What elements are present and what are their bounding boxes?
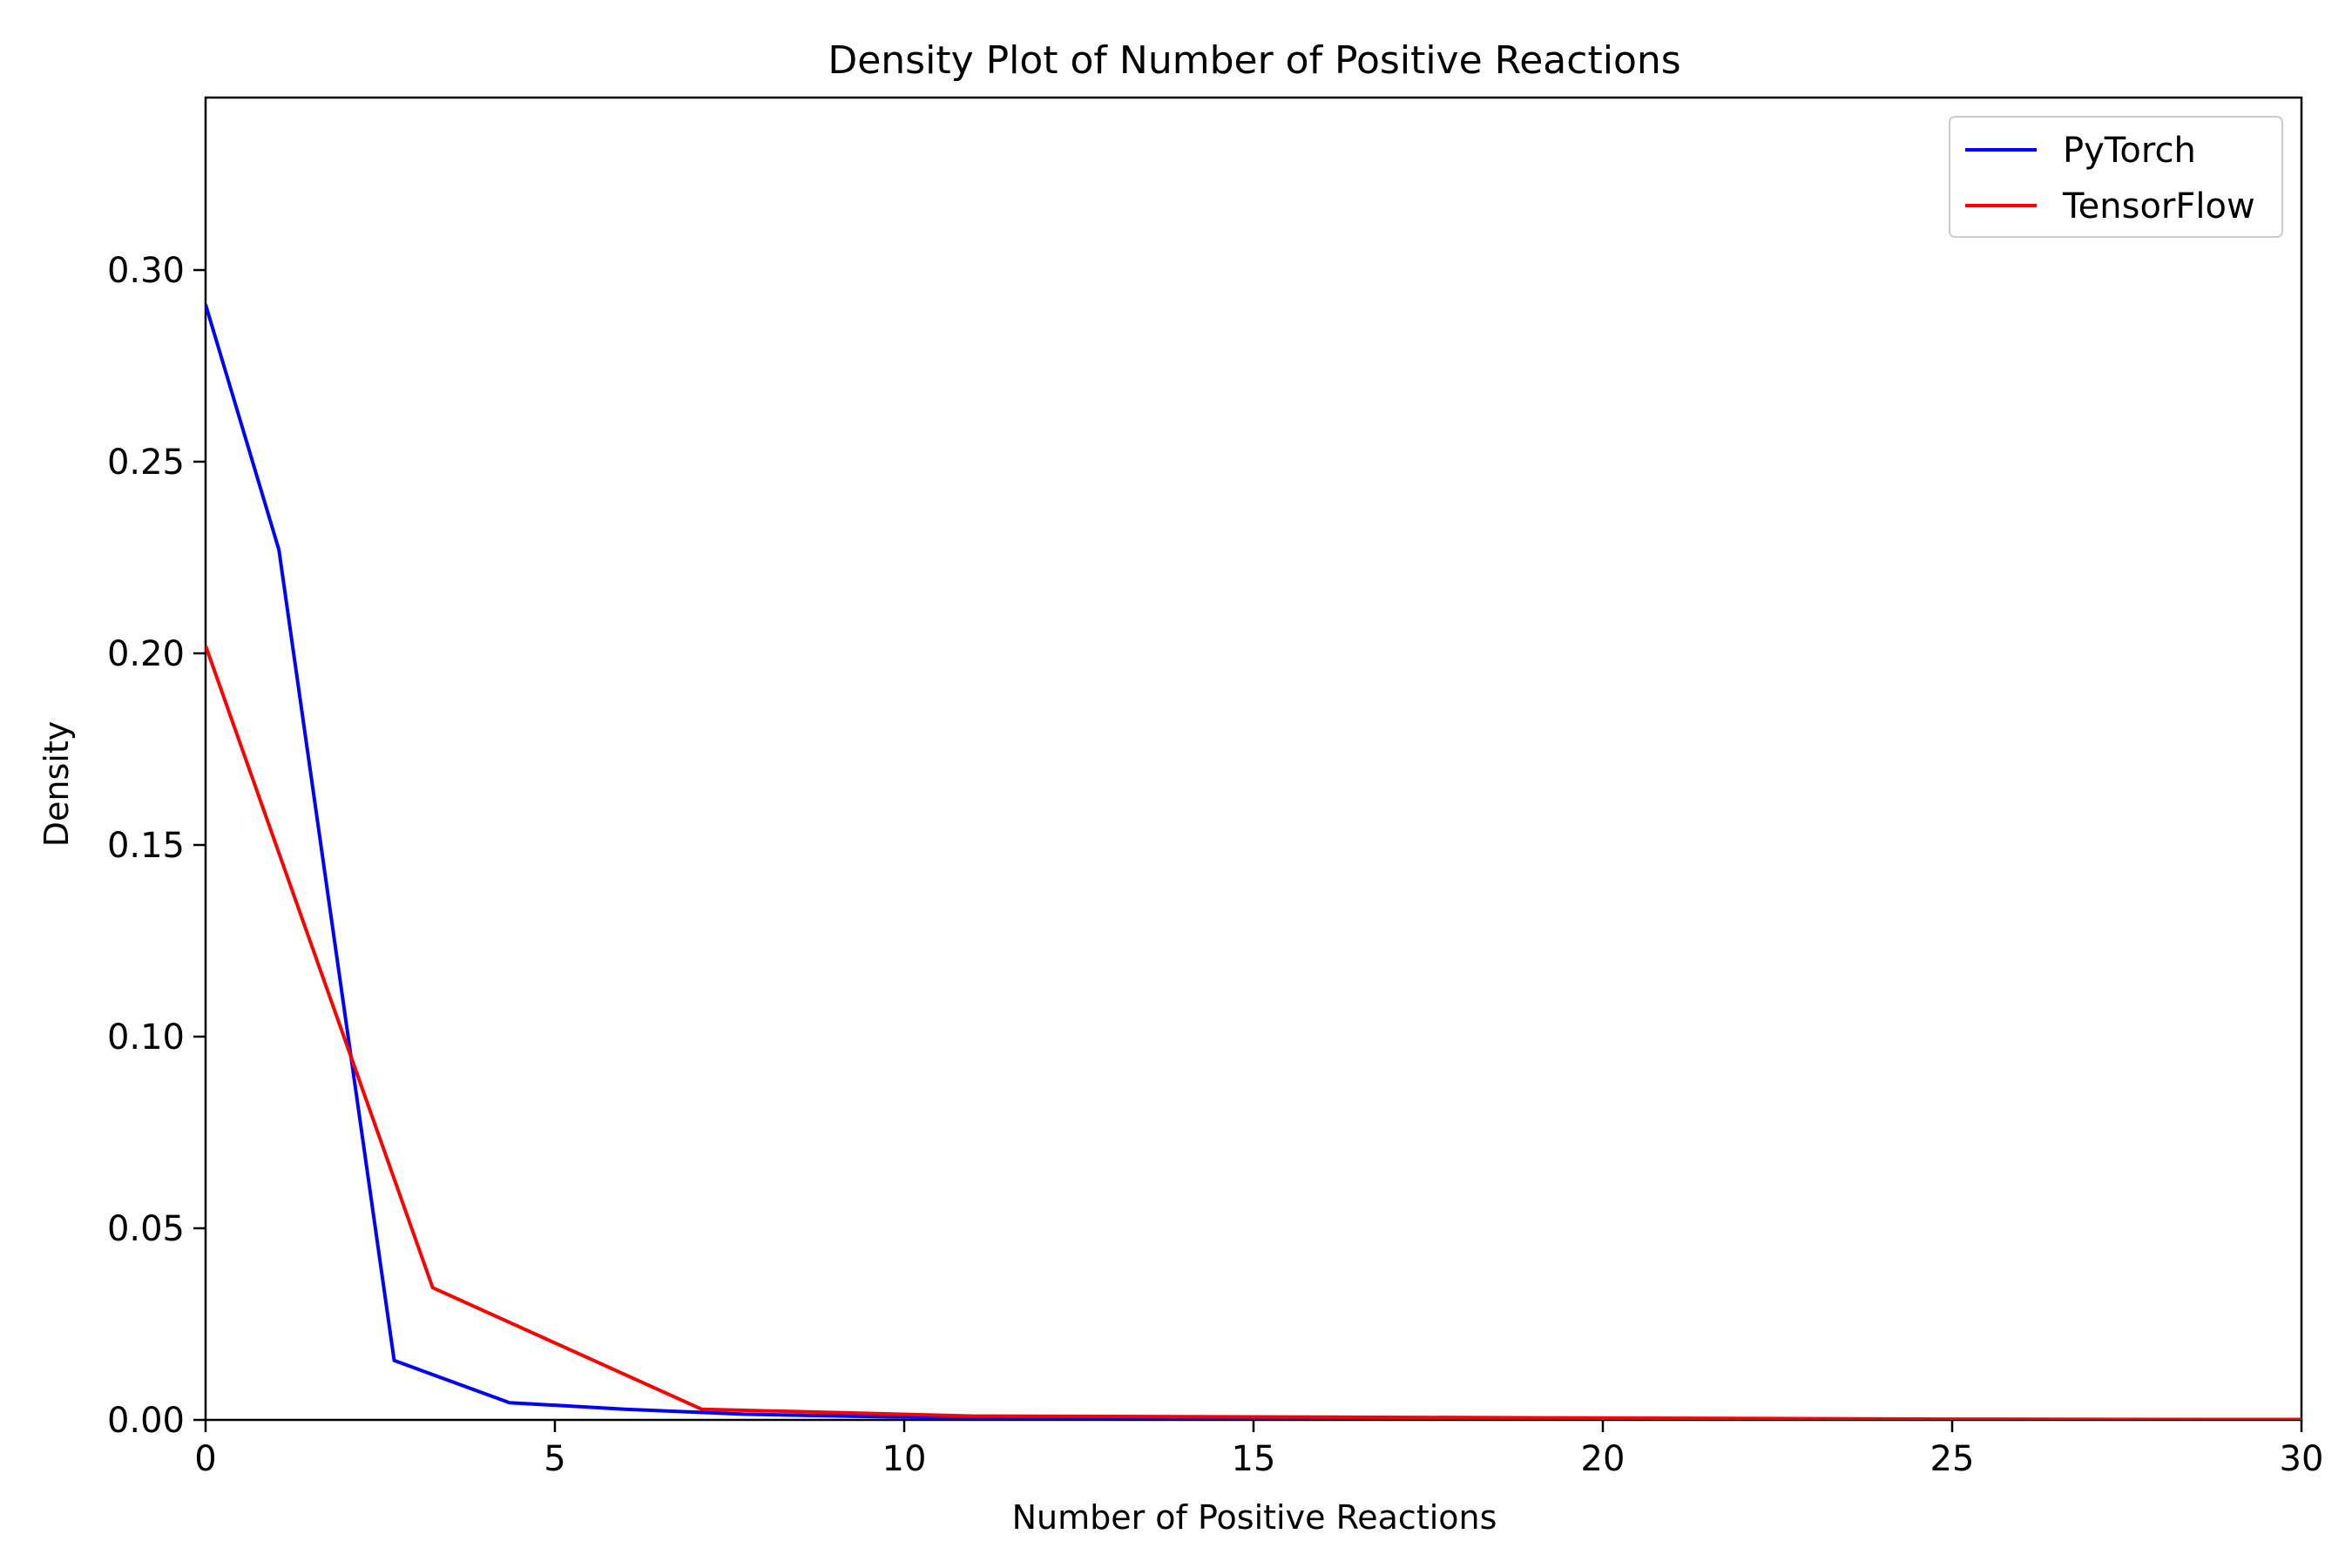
x-tick-label: 10 <box>882 1439 927 1479</box>
chart-title: Density Plot of Number of Positive React… <box>828 38 1680 83</box>
x-tick-label: 20 <box>1581 1439 1625 1479</box>
x-tick-label: 15 <box>1232 1439 1276 1479</box>
y-tick-label: 0.10 <box>107 1017 185 1058</box>
y-axis-label: Density <box>37 721 76 847</box>
y-tick-label: 0.20 <box>107 634 185 674</box>
series-layer <box>206 304 2301 1420</box>
x-tick-label: 0 <box>194 1439 216 1479</box>
x-tick-label: 30 <box>2280 1439 2324 1479</box>
y-tick-label: 0.30 <box>107 251 185 291</box>
y-tick-label: 0.15 <box>107 826 185 866</box>
y-tick-label: 0.00 <box>107 1401 185 1441</box>
x-tick-label: 5 <box>544 1439 565 1479</box>
y-axis: 0.00 0.05 0.10 0.15 0.20 0.25 0.30 <box>107 251 206 1441</box>
legend-label-pytorch: PyTorch <box>2063 131 2196 171</box>
y-tick-label: 0.25 <box>107 443 185 483</box>
legend: PyTorch TensorFlow <box>1949 116 2283 238</box>
series-line-tensorflow <box>206 645 2301 1420</box>
legend-label-tensorflow: TensorFlow <box>2062 186 2255 226</box>
x-axis-label: Number of Positive Reactions <box>1012 1498 1497 1537</box>
x-tick-label: 25 <box>1930 1439 1975 1479</box>
x-axis: 0 5 10 15 20 25 30 <box>194 1420 2323 1479</box>
y-tick-label: 0.05 <box>107 1209 185 1249</box>
